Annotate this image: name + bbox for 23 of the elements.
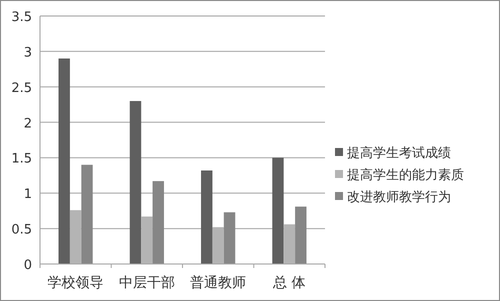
legend-label: 提高学生的能力素质: [347, 167, 464, 183]
y-tick-label: 0.5: [11, 222, 32, 238]
x-tick-label: 中层干部: [118, 275, 175, 291]
bar: [201, 170, 212, 264]
bar: [152, 181, 164, 264]
legend-label: 提高学生考试成绩: [347, 145, 451, 161]
x-tick-label: 普通教师: [190, 274, 246, 291]
bar: [272, 158, 284, 264]
y-tick-label: 3: [24, 45, 32, 60]
y-tick-label: 3.5: [11, 10, 32, 25]
y-tick-label: 0: [24, 258, 32, 273]
bar: [81, 164, 93, 264]
bar: [295, 206, 306, 264]
y-tick-label: 1.5: [11, 152, 32, 167]
y-tick-label: 1: [24, 187, 32, 202]
x-tick-label: 总 体: [272, 275, 306, 291]
y-tick-label: 2.5: [11, 80, 32, 96]
x-tick-label: 学校领导: [48, 275, 104, 291]
bar: [58, 58, 70, 264]
bar: [224, 212, 236, 264]
legend-label: 改进教师教学行为: [347, 190, 451, 205]
bar: [130, 101, 142, 264]
y-tick-label: 2: [24, 116, 32, 132]
